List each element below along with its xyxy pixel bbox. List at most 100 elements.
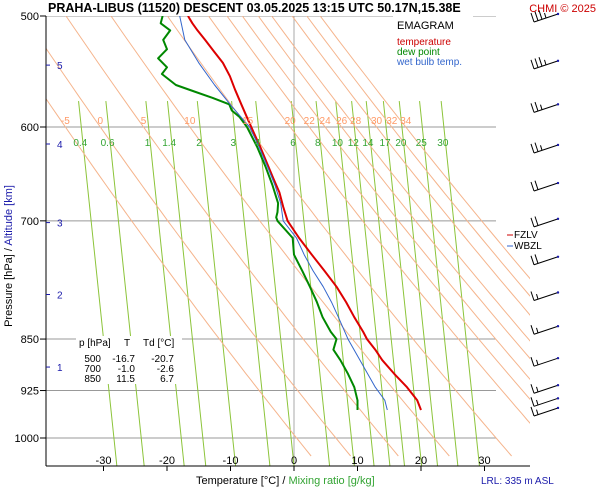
x-axis-title-sep: / bbox=[279, 475, 288, 487]
wind-barb-feather bbox=[530, 397, 535, 407]
table-cell-p: 850 bbox=[84, 374, 101, 385]
wind-barb-feather bbox=[538, 57, 543, 67]
x-axis-title: Temperature [°C] / Mixing ratio [g/kg] bbox=[196, 475, 375, 487]
temperature-tick-label: 10 bbox=[351, 455, 363, 467]
wind-barb-feather bbox=[534, 11, 539, 21]
table-cell-td: -2.6 bbox=[157, 364, 175, 375]
dry-adiabat-line bbox=[207, 16, 530, 424]
wind-barb-half-feather bbox=[544, 12, 547, 19]
x-axis-title-mr: Mixing ratio [g/kg] bbox=[288, 475, 374, 487]
dry-adiabat-label: 10 bbox=[184, 116, 196, 127]
wind-barb-feather bbox=[530, 406, 535, 417]
dry-adiabat-label: 26 bbox=[336, 116, 348, 127]
altitude-tick-label: 4 bbox=[57, 140, 63, 151]
credit-text: CHMI © 2025 bbox=[529, 3, 596, 15]
wind-barb bbox=[530, 254, 560, 266]
wind-barb-half-feather bbox=[536, 327, 539, 334]
dry-adiabat-label: 24 bbox=[320, 116, 332, 127]
guide-labels: 0.4 0.6 1 1.4 2 3 4 6 8 10 12 14 17 20 25 30-5 0 5 10 15 20 2… bbox=[61, 116, 449, 149]
dry-adiabat-line bbox=[110, 16, 450, 457]
wind-barb-feather bbox=[530, 217, 535, 228]
wind-barb bbox=[530, 397, 560, 407]
table-header-t: T bbox=[124, 338, 130, 349]
dry-adiabat-label: 0 bbox=[98, 116, 104, 127]
altitude-tick-label: 2 bbox=[57, 290, 63, 301]
pressure-tick-label: 850 bbox=[21, 334, 39, 346]
mixing-ratio-line bbox=[255, 101, 295, 466]
dry-adiabat-label: -5 bbox=[61, 116, 70, 127]
mixing-ratio-line bbox=[335, 101, 375, 466]
x-axis-title-temp: Temperature [°C] bbox=[196, 475, 279, 487]
temperature-tick-label: 0 bbox=[291, 455, 297, 467]
wind-barb-feather bbox=[534, 58, 539, 68]
wind-barb-feather bbox=[530, 12, 535, 23]
profile-lines bbox=[157, 16, 422, 411]
wind-barb-station bbox=[556, 291, 560, 294]
wind-barb bbox=[530, 10, 560, 23]
pressure-tick-label: 1000 bbox=[15, 433, 39, 445]
wind-barb bbox=[530, 57, 560, 70]
wind-barb-feather bbox=[530, 291, 535, 301]
table-cell-td: -20.7 bbox=[151, 354, 174, 365]
mixing-ratio-label: 12 bbox=[348, 138, 360, 149]
mixing-ratio-line bbox=[105, 101, 145, 466]
wind-barb-feather bbox=[530, 103, 535, 113]
mixing-ratio-label: 1.4 bbox=[162, 138, 176, 149]
wind-barb-half-feather bbox=[536, 409, 539, 415]
dry-adiabat-line bbox=[46, 47, 351, 457]
wind-barb-station bbox=[556, 12, 560, 16]
dry-adiabat-label: 34 bbox=[400, 116, 412, 127]
wind-barb bbox=[530, 325, 560, 335]
grid-layer bbox=[46, 16, 496, 466]
wind-barb bbox=[530, 384, 560, 394]
y-axis-title: Pressure [hPa] / Altitude [km] bbox=[3, 185, 15, 327]
wind-barb-feather bbox=[530, 181, 535, 192]
table-rows: 500 -16.7 -20.7 700 -1.0 -2.6 850 11.5 6.7 bbox=[84, 354, 174, 385]
data-table-bg bbox=[76, 336, 182, 384]
pressure-tick-label: 925 bbox=[21, 386, 39, 398]
mixing-ratio-label: 10 bbox=[332, 138, 344, 149]
y-axis-title-altitude: Altitude [km] bbox=[3, 185, 15, 246]
wind-barbs bbox=[530, 10, 560, 417]
mixing-ratio-label: 20 bbox=[395, 138, 407, 149]
mixing-ratio-line bbox=[398, 101, 439, 466]
wind-barb-station bbox=[556, 406, 560, 410]
legend-title: EMAGRAM bbox=[397, 20, 454, 32]
mixing-ratio-label: 4 bbox=[255, 138, 261, 149]
legend-box bbox=[393, 15, 473, 70]
wind-barb bbox=[530, 180, 560, 192]
dry-adiabat-line bbox=[241, 16, 530, 380]
mixing-ratio-line bbox=[145, 101, 185, 466]
wind-barb-station bbox=[556, 103, 560, 106]
mixing-ratio-line bbox=[290, 101, 331, 466]
table-cell-p: 700 bbox=[84, 364, 101, 375]
mixing-ratio-line bbox=[166, 101, 207, 466]
wind-barb-feather bbox=[534, 180, 539, 190]
lrl-note: LRL: 335 m ASL bbox=[481, 476, 554, 487]
wind-barb-station bbox=[556, 181, 560, 185]
mixing-ratio-line bbox=[382, 101, 423, 466]
dry-adiabat-line bbox=[257, 16, 530, 360]
wind-barb-feather bbox=[530, 384, 535, 394]
wind-barb-feather bbox=[530, 325, 535, 335]
dry-adiabat-label: 28 bbox=[350, 116, 362, 127]
wind-barb-station bbox=[556, 384, 560, 387]
altitude-tick-label: 3 bbox=[57, 219, 63, 230]
mixing-ratio-line bbox=[440, 101, 480, 466]
dry-adiabat-label: 30 bbox=[371, 116, 383, 127]
fzlv-label: FZLV bbox=[514, 230, 538, 241]
dry-adiabat-line bbox=[46, 97, 312, 457]
wind-barb-station bbox=[556, 325, 560, 328]
profile-dew-point bbox=[157, 16, 359, 410]
wbzl-label: WBZL bbox=[514, 241, 542, 252]
wind-barb-station bbox=[556, 143, 560, 147]
dry-adiabat-line bbox=[291, 16, 530, 316]
table-cell-t: 11.5 bbox=[116, 374, 135, 385]
table-cell-p: 500 bbox=[84, 354, 101, 365]
altitude-tick-label: 5 bbox=[57, 61, 63, 72]
wind-barb-feather bbox=[534, 101, 539, 112]
mixing-ratio-label: 17 bbox=[380, 138, 392, 149]
